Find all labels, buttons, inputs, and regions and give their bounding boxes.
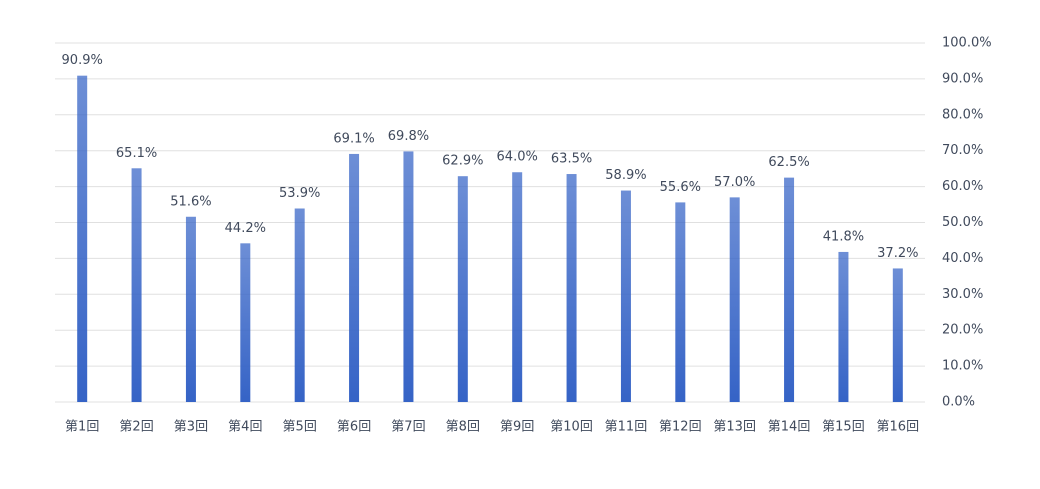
x-tick-label: 第15回 (822, 420, 865, 435)
value-label: 37.2% (877, 246, 918, 261)
value-label: 69.1% (333, 131, 374, 146)
bar (729, 197, 740, 402)
x-tick-label: 第10回 (550, 420, 593, 435)
bar (457, 176, 468, 402)
y-tick-label: 30.0% (942, 287, 983, 302)
x-tick-label: 第13回 (713, 420, 756, 435)
value-label: 62.9% (442, 154, 483, 169)
value-label: 90.9% (62, 53, 103, 68)
bar (566, 174, 577, 402)
x-tick-label: 第11回 (605, 420, 648, 435)
bar (838, 251, 849, 402)
value-label: 51.6% (170, 194, 211, 209)
bar (675, 202, 686, 402)
x-tick-label: 第4回 (228, 420, 262, 435)
y-tick-label: 20.0% (942, 323, 983, 338)
bar (77, 75, 88, 402)
value-label: 63.5% (551, 152, 592, 167)
value-label: 55.6% (660, 180, 701, 195)
y-tick-label: 90.0% (942, 71, 983, 86)
x-tick-label: 第12回 (659, 420, 702, 435)
value-label: 65.1% (116, 146, 157, 161)
y-tick-label: 10.0% (942, 359, 983, 374)
bar (512, 172, 523, 402)
bar (403, 151, 414, 402)
y-tick-label: 100.0% (942, 36, 992, 51)
y-tick-label: 80.0% (942, 107, 983, 122)
value-label: 69.8% (388, 129, 429, 144)
value-label: 44.2% (225, 221, 266, 236)
bar (620, 190, 631, 402)
y-tick-label: 70.0% (942, 143, 983, 158)
bar (784, 177, 795, 402)
x-tick-label: 第16回 (877, 420, 920, 435)
bar (240, 243, 251, 402)
x-tick-label: 第8回 (446, 420, 480, 435)
value-label: 41.8% (823, 229, 864, 244)
y-tick-label: 50.0% (942, 215, 983, 230)
x-tick-label: 第5回 (283, 420, 317, 435)
bar (131, 168, 142, 402)
value-label: 62.5% (768, 155, 809, 170)
y-tick-label: 40.0% (942, 251, 983, 266)
x-tick-label: 第9回 (500, 420, 534, 435)
x-tick-label: 第2回 (119, 420, 153, 435)
x-tick-label: 第7回 (391, 420, 425, 435)
value-label: 57.0% (714, 175, 755, 190)
bar (349, 153, 360, 402)
x-tick-label: 第6回 (337, 420, 371, 435)
x-tick-label: 第1回 (65, 420, 99, 435)
y-tick-label: 0.0% (942, 395, 975, 410)
x-tick-label: 第3回 (174, 420, 208, 435)
bar (294, 208, 305, 402)
value-label: 64.0% (497, 150, 538, 165)
y-tick-label: 60.0% (942, 179, 983, 194)
value-label: 53.9% (279, 186, 320, 201)
x-tick-label: 第14回 (768, 420, 811, 435)
bar (185, 216, 196, 402)
bar (892, 268, 903, 402)
value-label: 58.9% (605, 168, 646, 183)
